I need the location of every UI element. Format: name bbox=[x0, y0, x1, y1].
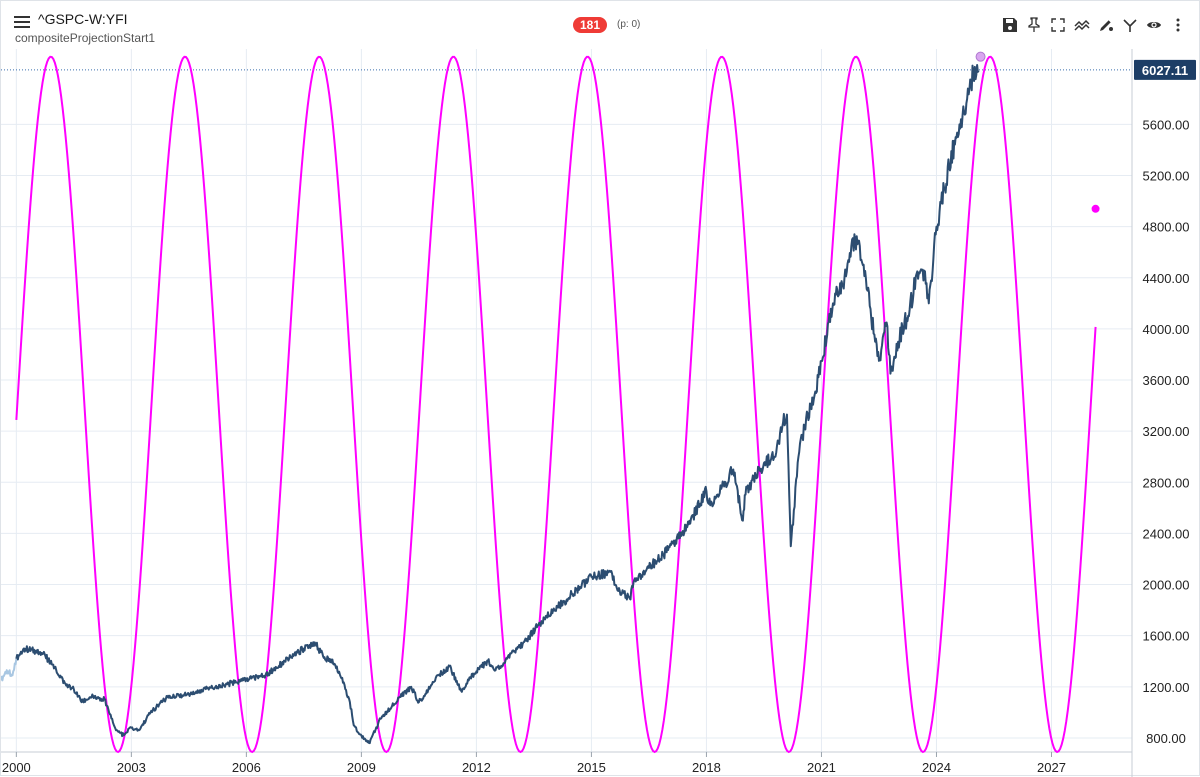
p-count: (p: 0) bbox=[617, 19, 641, 30]
time-tick-label: 2012 bbox=[462, 760, 491, 775]
price-tick-label: 3600.00 bbox=[1143, 373, 1190, 388]
draw-icon[interactable] bbox=[1097, 15, 1115, 35]
price-tick-label: 1200.00 bbox=[1143, 680, 1190, 695]
price-tick-label: 2000.00 bbox=[1143, 578, 1190, 593]
time-tick-label: 2027 bbox=[1037, 760, 1066, 775]
price-tick-label: 4000.00 bbox=[1143, 322, 1190, 337]
study-name: compositeProjectionStart1 bbox=[15, 31, 156, 45]
fullscreen-icon[interactable] bbox=[1049, 15, 1067, 35]
marker-layer bbox=[975, 51, 1100, 213]
grid-lines bbox=[1, 49, 1132, 752]
menu-icon[interactable] bbox=[14, 16, 30, 29]
price-tick-label: 2400.00 bbox=[1143, 526, 1190, 541]
time-tick-label: 2024 bbox=[922, 760, 951, 775]
indicator-icon[interactable] bbox=[1073, 15, 1091, 35]
price-axis[interactable]: 800.00 1200.00 1600.00 2000.00 2400.00 2800.0… bbox=[1143, 117, 1190, 746]
projection-line bbox=[15, 55, 1097, 754]
chart-toolbar bbox=[1001, 14, 1187, 36]
price-tick-label: 1600.00 bbox=[1143, 629, 1190, 644]
price-tick-label: 2800.00 bbox=[1143, 475, 1190, 490]
price-tick-label: 4400.00 bbox=[1143, 271, 1190, 286]
symbol-title[interactable]: ^GSPC-W:YFI bbox=[38, 11, 128, 27]
eye-icon[interactable] bbox=[1145, 15, 1163, 35]
time-tick-label: 2021 bbox=[807, 760, 836, 775]
price-tick-label: 800.00 bbox=[1146, 731, 1186, 746]
price-tick-label: 5600.00 bbox=[1143, 117, 1190, 132]
pin-icon[interactable] bbox=[1025, 15, 1043, 35]
projection-end bbox=[1091, 204, 1100, 213]
time-tick-label: 2006 bbox=[232, 760, 261, 775]
price-tick-label: 5200.00 bbox=[1143, 169, 1190, 184]
compare-icon[interactable] bbox=[1121, 15, 1139, 35]
chart-header: ^GSPC-W:YFI compositeProjectionStart1 18… bbox=[1, 1, 1200, 49]
price-tick-label: 4800.00 bbox=[1143, 220, 1190, 235]
current-marker bbox=[975, 51, 986, 62]
time-tick-label: 2018 bbox=[692, 760, 721, 775]
series-layer bbox=[1, 55, 1097, 754]
last-price-label-text: 6027.11 bbox=[1142, 63, 1188, 78]
price-line bbox=[15, 64, 980, 745]
price-tick-label: 3200.00 bbox=[1143, 424, 1190, 439]
time-tick-label: 2003 bbox=[117, 760, 146, 775]
time-axis[interactable]: 2000 2003 2006 2009 2012 2015 2018 2021 2024 2027 bbox=[2, 752, 1066, 775]
time-tick-label: 2015 bbox=[577, 760, 606, 775]
last-price-label-bg bbox=[1134, 59, 1196, 80]
save-icon[interactable] bbox=[1001, 15, 1019, 35]
time-tick-label: 2009 bbox=[347, 760, 376, 775]
price-history-line bbox=[1, 658, 18, 682]
last-price-label: 6027.11 bbox=[1134, 59, 1196, 80]
more-icon[interactable] bbox=[1169, 15, 1187, 35]
count-badge[interactable]: 181 bbox=[573, 17, 607, 33]
time-tick-label: 2000 bbox=[2, 760, 31, 775]
